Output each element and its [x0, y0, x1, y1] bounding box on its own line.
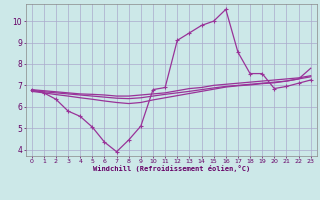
- X-axis label: Windchill (Refroidissement éolien,°C): Windchill (Refroidissement éolien,°C): [92, 165, 250, 172]
